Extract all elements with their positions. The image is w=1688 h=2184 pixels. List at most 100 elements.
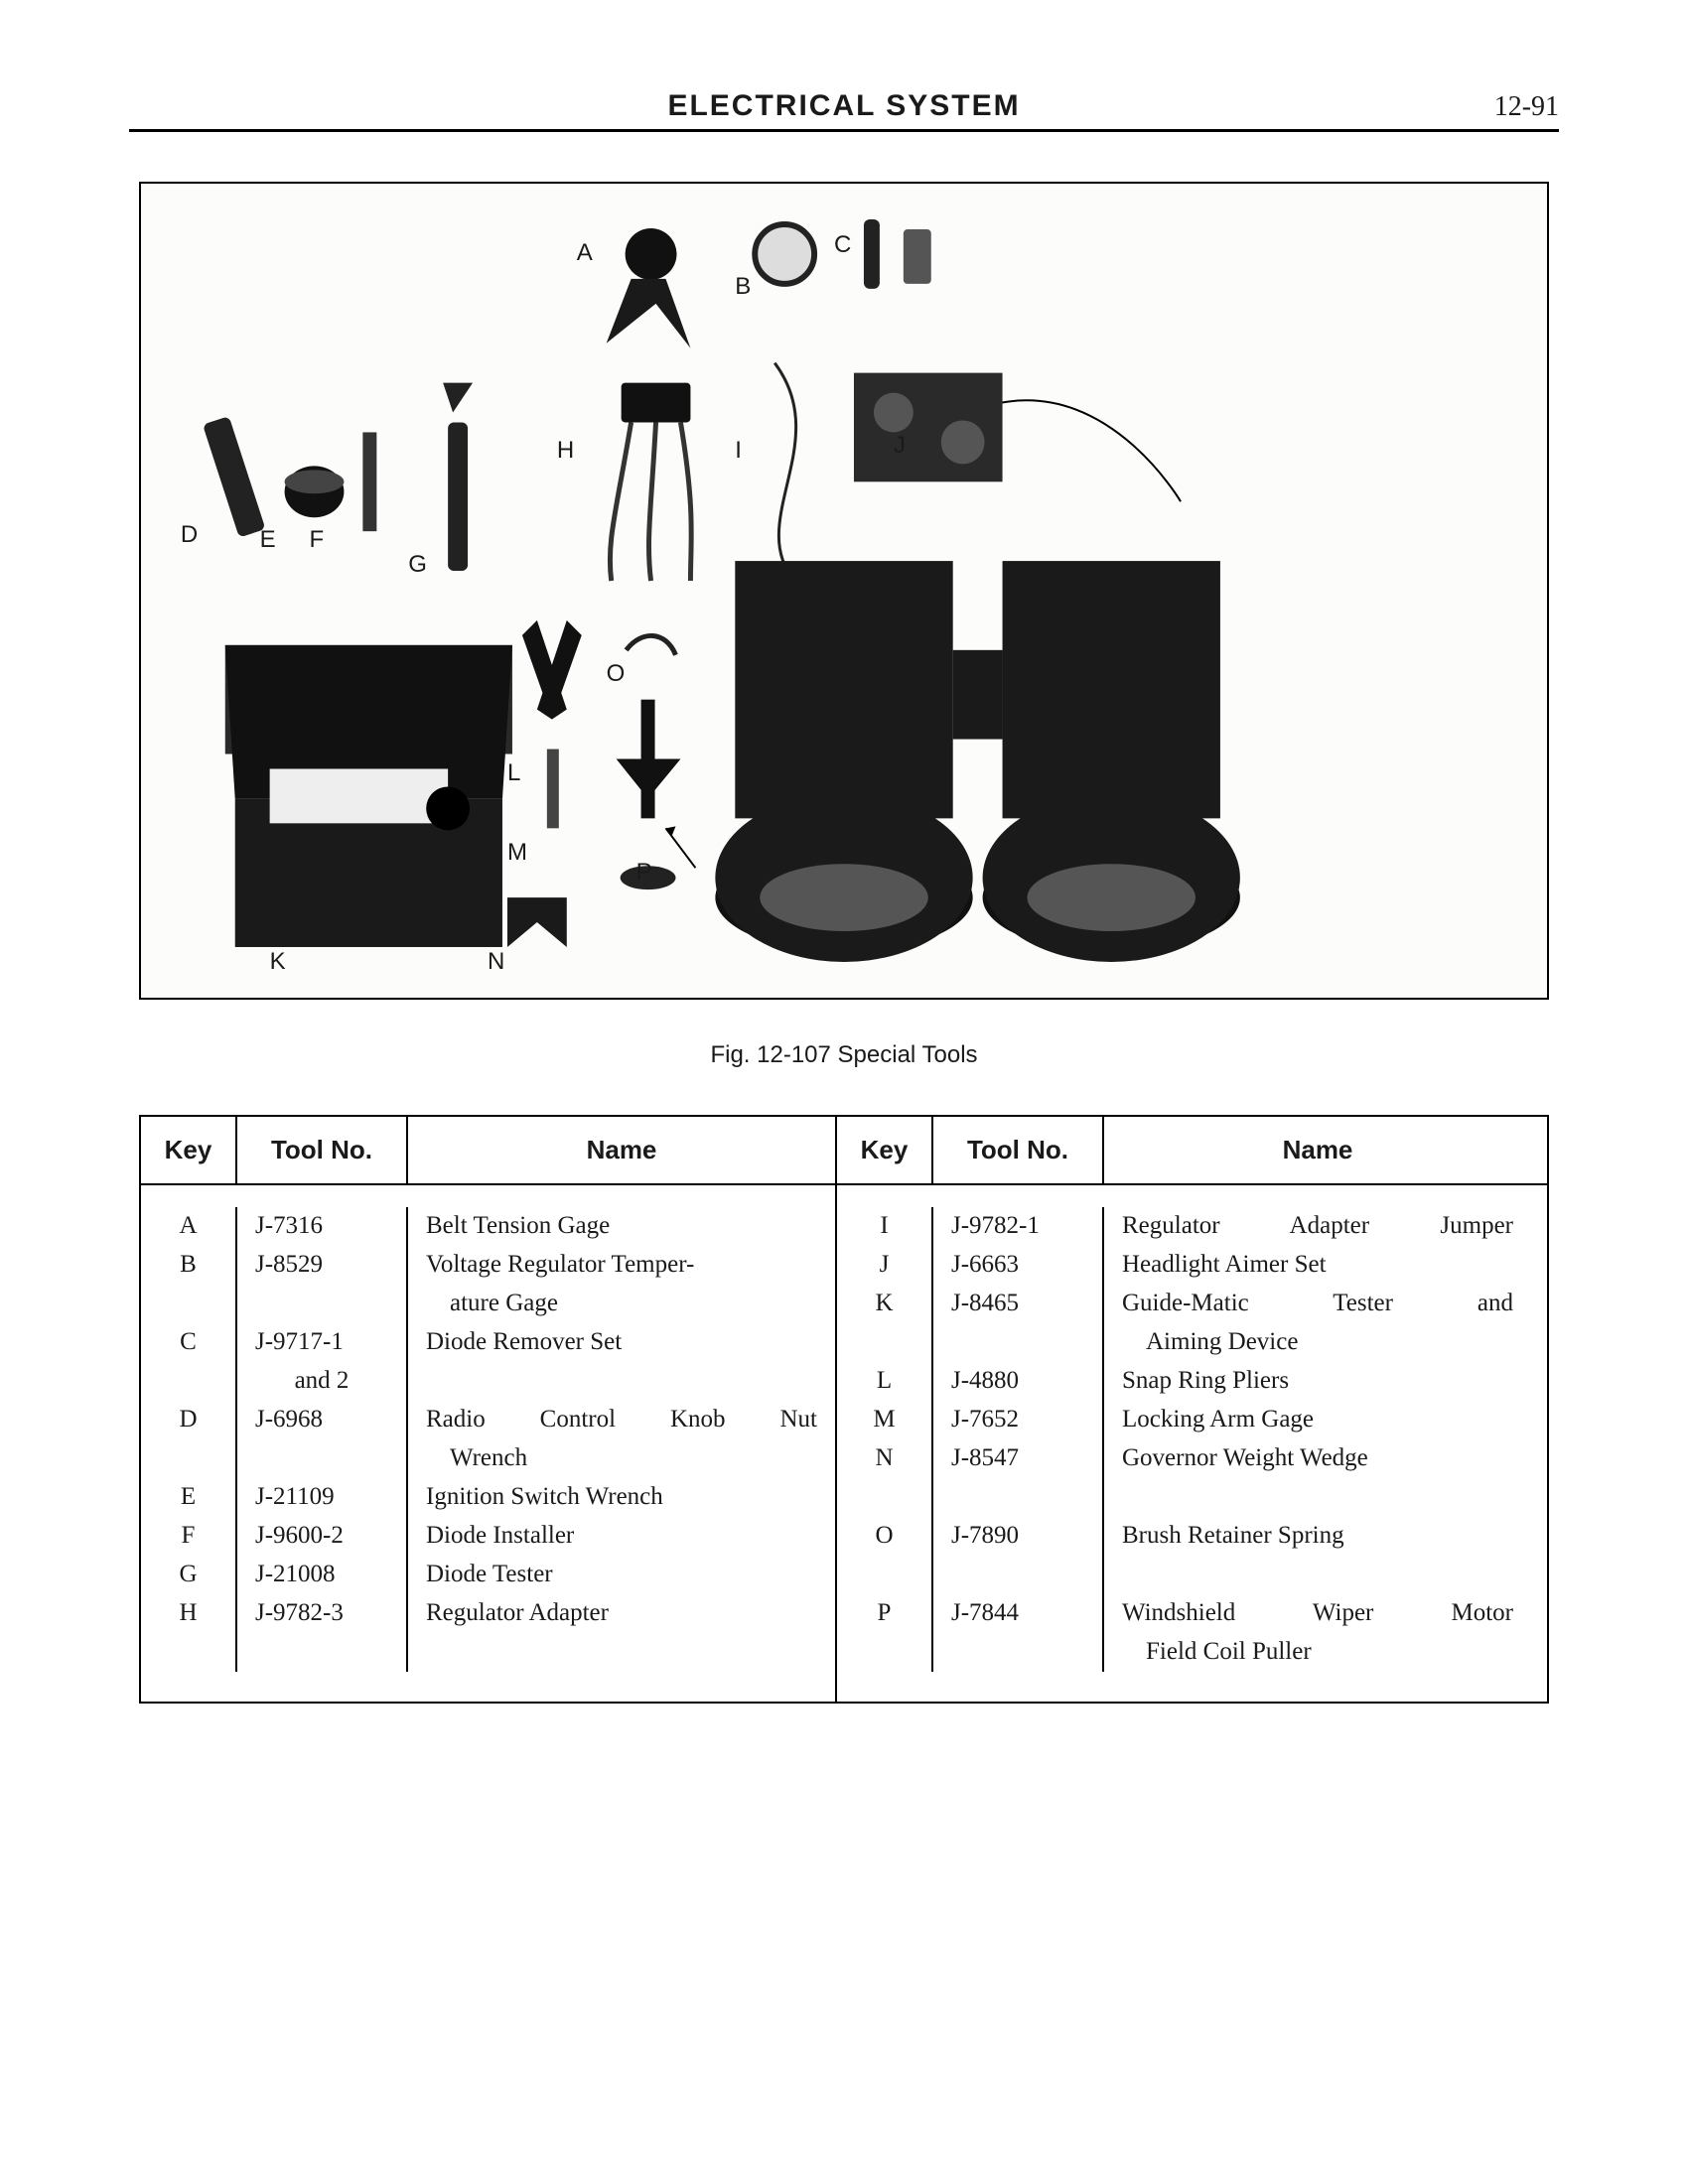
table-cell-name: Windshield Wiper Motor [1122,1594,1513,1633]
table-cell-name [1122,1556,1513,1594]
table-cell-tool: J-4880 [951,1362,1084,1401]
table-cell-tool: J-8465 [951,1285,1084,1323]
table-cell-tool: J-21109 [255,1478,388,1517]
col-names-left: Belt Tension GageVoltage Regulator Tempe… [408,1207,835,1672]
table-cell-key: O [855,1517,914,1556]
col-names-right: Regulator Adapter JumperHeadlight Aimer … [1104,1207,1531,1672]
table-cell-tool: J-6968 [255,1401,388,1439]
table-cell-key: A [159,1207,217,1246]
table-cell-key [159,1362,217,1401]
table-cell-tool: J-7844 [951,1594,1084,1633]
table-cell-tool: J-9717-1 [255,1323,388,1362]
table-cell-name: Field Coil Puller [1122,1633,1513,1672]
table-cell-tool: J-9600-2 [255,1517,388,1556]
tools-illustration [141,184,1547,998]
table-body: AB C D EFGH J-7316J-8529 J-9717-1and 2J-… [141,1185,1547,1702]
table-cell-tool: J-6663 [951,1246,1084,1285]
table-cell-name: Brush Retainer Spring [1122,1517,1513,1556]
table-right: IJK LMN O P J-9782-1J-6663J-8465 J-4880J… [837,1185,1531,1702]
table-cell-key: G [159,1556,217,1594]
figure-key-label: O [607,660,626,688]
table-cell-tool: J-7890 [951,1517,1084,1556]
table-cell-key [855,1633,914,1672]
table-cell-key: L [855,1362,914,1401]
page-number: 12-91 [1494,91,1559,122]
figure-key-label: M [507,839,527,867]
table-cell-key: M [855,1401,914,1439]
col-keys-left: AB C D EFGH [141,1207,237,1672]
table-cell-key: F [159,1517,217,1556]
tools-table: Key Tool No. Name Key Tool No. Name AB C… [139,1115,1549,1704]
table-cell-tool: J-9782-3 [255,1594,388,1633]
table-cell-name: Radio Control Knob Nut [426,1401,817,1439]
section-title: ELECTRICAL SYSTEM [667,89,1020,123]
table-cell-tool: J-21008 [255,1556,388,1594]
figure-key-label: C [834,231,851,259]
table-cell-key: D [159,1401,217,1439]
col-header-name: Name [1104,1117,1531,1183]
table-cell-name: Governor Weight Wedge [1122,1439,1513,1478]
table-cell-tool [951,1556,1084,1594]
col-header-tool: Tool No. [933,1117,1104,1183]
table-cell-name: Wrench [426,1439,817,1478]
table-header-row: Key Tool No. Name Key Tool No. Name [141,1117,1547,1185]
table-cell-key: C [159,1323,217,1362]
table-cell-tool: J-7316 [255,1207,388,1246]
figure-key-label: K [270,948,286,976]
table-cell-tool: J-9782-1 [951,1207,1084,1246]
table-cell-key: N [855,1439,914,1478]
table-cell-name: Ignition Switch Wrench [426,1478,817,1517]
table-cell-name: Diode Remover Set [426,1323,817,1362]
table-cell-name: Snap Ring Pliers [1122,1362,1513,1401]
table-cell-name: ature Gage [426,1285,817,1323]
table-cell-key: I [855,1207,914,1246]
figure-key-label: A [577,239,593,267]
figure-key-label: F [310,526,325,554]
figure-key-label: B [735,273,751,301]
table-cell-name: Belt Tension Gage [426,1207,817,1246]
table-cell-key: K [855,1285,914,1323]
table-cell-tool [255,1285,388,1323]
table-cell-name: Locking Arm Gage [1122,1401,1513,1439]
col-keys-right: IJK LMN O P [837,1207,933,1672]
table-cell-key [159,1285,217,1323]
col-tools-right: J-9782-1J-6663J-8465 J-4880J-7652J-8547 … [933,1207,1104,1672]
table-cell-tool: J-8547 [951,1439,1084,1478]
table-cell-tool: J-8529 [255,1246,388,1285]
table-cell-key [855,1556,914,1594]
figure-key-label: D [181,521,198,549]
table-cell-key [159,1439,217,1478]
table-cell-name: Voltage Regulator Temper- [426,1246,817,1285]
table-cell-name [1122,1478,1513,1517]
col-header-name: Name [408,1117,837,1183]
table-cell-name: Diode Tester [426,1556,817,1594]
table-left: AB C D EFGH J-7316J-8529 J-9717-1and 2J-… [141,1185,837,1702]
col-tools-left: J-7316J-8529 J-9717-1and 2J-6968 J-21109… [237,1207,408,1672]
table-cell-name: Regulator Adapter Jumper [1122,1207,1513,1246]
table-cell-tool [255,1439,388,1478]
table-cell-name: Diode Installer [426,1517,817,1556]
figure-special-tools: ABCDEFGHIJKLMNOP [139,182,1549,1000]
col-header-key: Key [837,1117,933,1183]
table-cell-key: B [159,1246,217,1285]
table-cell-name: Regulator Adapter [426,1594,817,1633]
figure-key-label: P [636,859,652,887]
col-header-tool: Tool No. [237,1117,408,1183]
table-cell-tool [951,1478,1084,1517]
table-cell-key: J [855,1246,914,1285]
table-cell-name [426,1362,817,1401]
page-header: ELECTRICAL SYSTEM 12-91 [129,89,1559,132]
table-cell-name: Headlight Aimer Set [1122,1246,1513,1285]
table-cell-key [855,1323,914,1362]
figure-key-label: J [894,432,906,460]
header-spacer: 12-91 [1021,91,1559,123]
col-header-key: Key [141,1117,237,1183]
figure-key-label: E [260,526,276,554]
figure-key-label: H [557,437,574,465]
table-cell-key: P [855,1594,914,1633]
table-cell-key: E [159,1478,217,1517]
table-cell-tool [951,1633,1084,1672]
table-cell-name: Aiming Device [1122,1323,1513,1362]
table-cell-tool: J-7652 [951,1401,1084,1439]
table-cell-name: Guide-Matic Tester and [1122,1285,1513,1323]
